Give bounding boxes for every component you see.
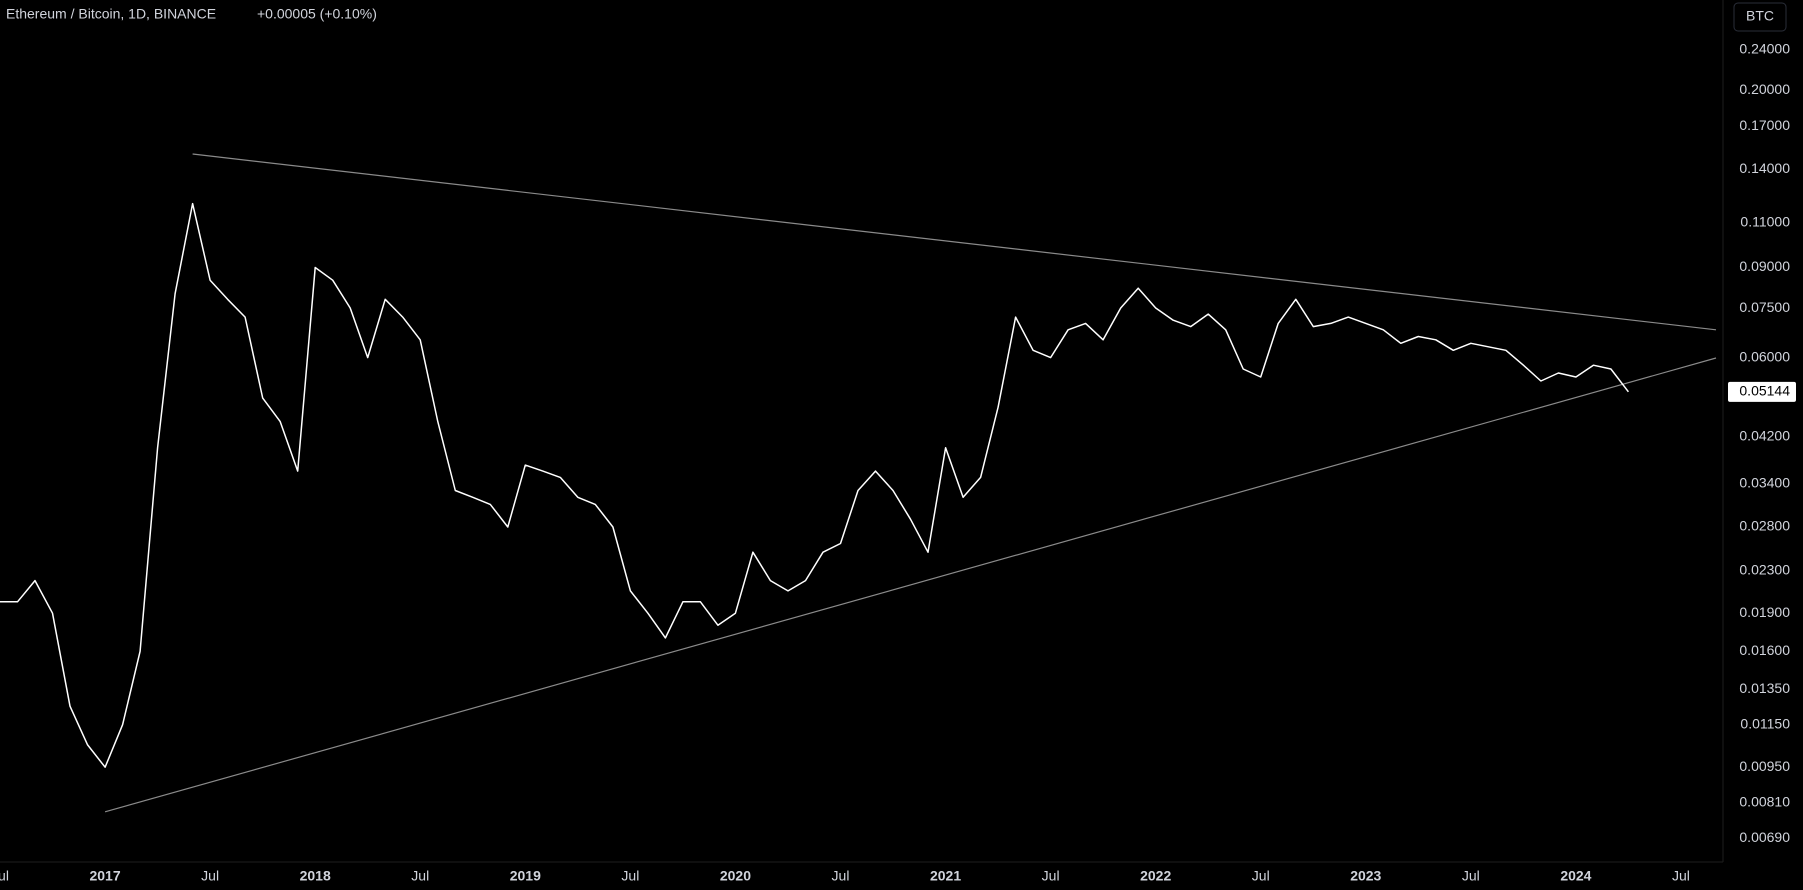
y-tick-label: 0.00810 (1739, 793, 1790, 809)
x-tick-label: 2020 (720, 868, 751, 884)
x-tick-label: Jul (1042, 868, 1060, 884)
currency-button[interactable] (1733, 2, 1787, 32)
y-tick-label: 0.02800 (1739, 518, 1790, 534)
y-tick-label: 0.01150 (1740, 715, 1790, 731)
price-line (0, 202, 1629, 768)
x-tick-label: 2017 (89, 868, 120, 884)
x-tick-label: 2024 (1560, 868, 1591, 884)
y-tick-label: 0.00690 (1739, 829, 1790, 845)
x-tick-label: Jul (411, 868, 429, 884)
y-tick-label: 0.24000 (1739, 40, 1790, 56)
x-tick-label: Jul (201, 868, 219, 884)
y-tick-label: 0.17000 (1739, 117, 1790, 133)
trendline (192, 153, 1717, 331)
currency-label[interactable]: BTC (1746, 8, 1774, 24)
y-tick-label: 0.14000 (1739, 160, 1790, 176)
x-tick-label: 2019 (510, 868, 541, 884)
last-price-label: 0.05144 (1739, 383, 1790, 399)
y-tick-label: 0.01350 (1739, 680, 1790, 696)
trendline (104, 357, 1717, 813)
y-tick-label: 0.11000 (1740, 214, 1790, 230)
x-tick-label: 2023 (1350, 868, 1381, 884)
y-tick-label: 0.09000 (1739, 258, 1790, 274)
x-tick-label: 2021 (930, 868, 961, 884)
x-tick-label: Jul (1252, 868, 1270, 884)
y-tick-label: 0.01900 (1739, 604, 1790, 620)
x-tick-label: 2018 (300, 868, 331, 884)
chart-title: Ethereum / Bitcoin, 1D, BINANCE (6, 6, 216, 22)
price-change: +0.00005 (+0.10%) (257, 6, 377, 22)
y-tick-label: 0.06000 (1739, 348, 1790, 364)
y-tick-label: 0.20000 (1739, 81, 1790, 97)
x-tick-label: Jul (1672, 868, 1690, 884)
y-tick-label: 0.03400 (1739, 475, 1790, 491)
y-tick-label: 0.04200 (1739, 428, 1790, 444)
last-price-box (1728, 381, 1796, 402)
x-tick-label: Jul (0, 868, 9, 884)
x-tick-label: Jul (621, 868, 639, 884)
x-tick-label: Jul (832, 868, 850, 884)
x-tick-label: 2022 (1140, 868, 1171, 884)
y-tick-label: 0.01600 (1739, 642, 1790, 658)
y-tick-label: 0.07500 (1739, 299, 1790, 315)
y-tick-label: 0.02300 (1739, 561, 1790, 577)
y-tick-label: 0.00950 (1739, 758, 1790, 774)
x-tick-label: Jul (1462, 868, 1480, 884)
